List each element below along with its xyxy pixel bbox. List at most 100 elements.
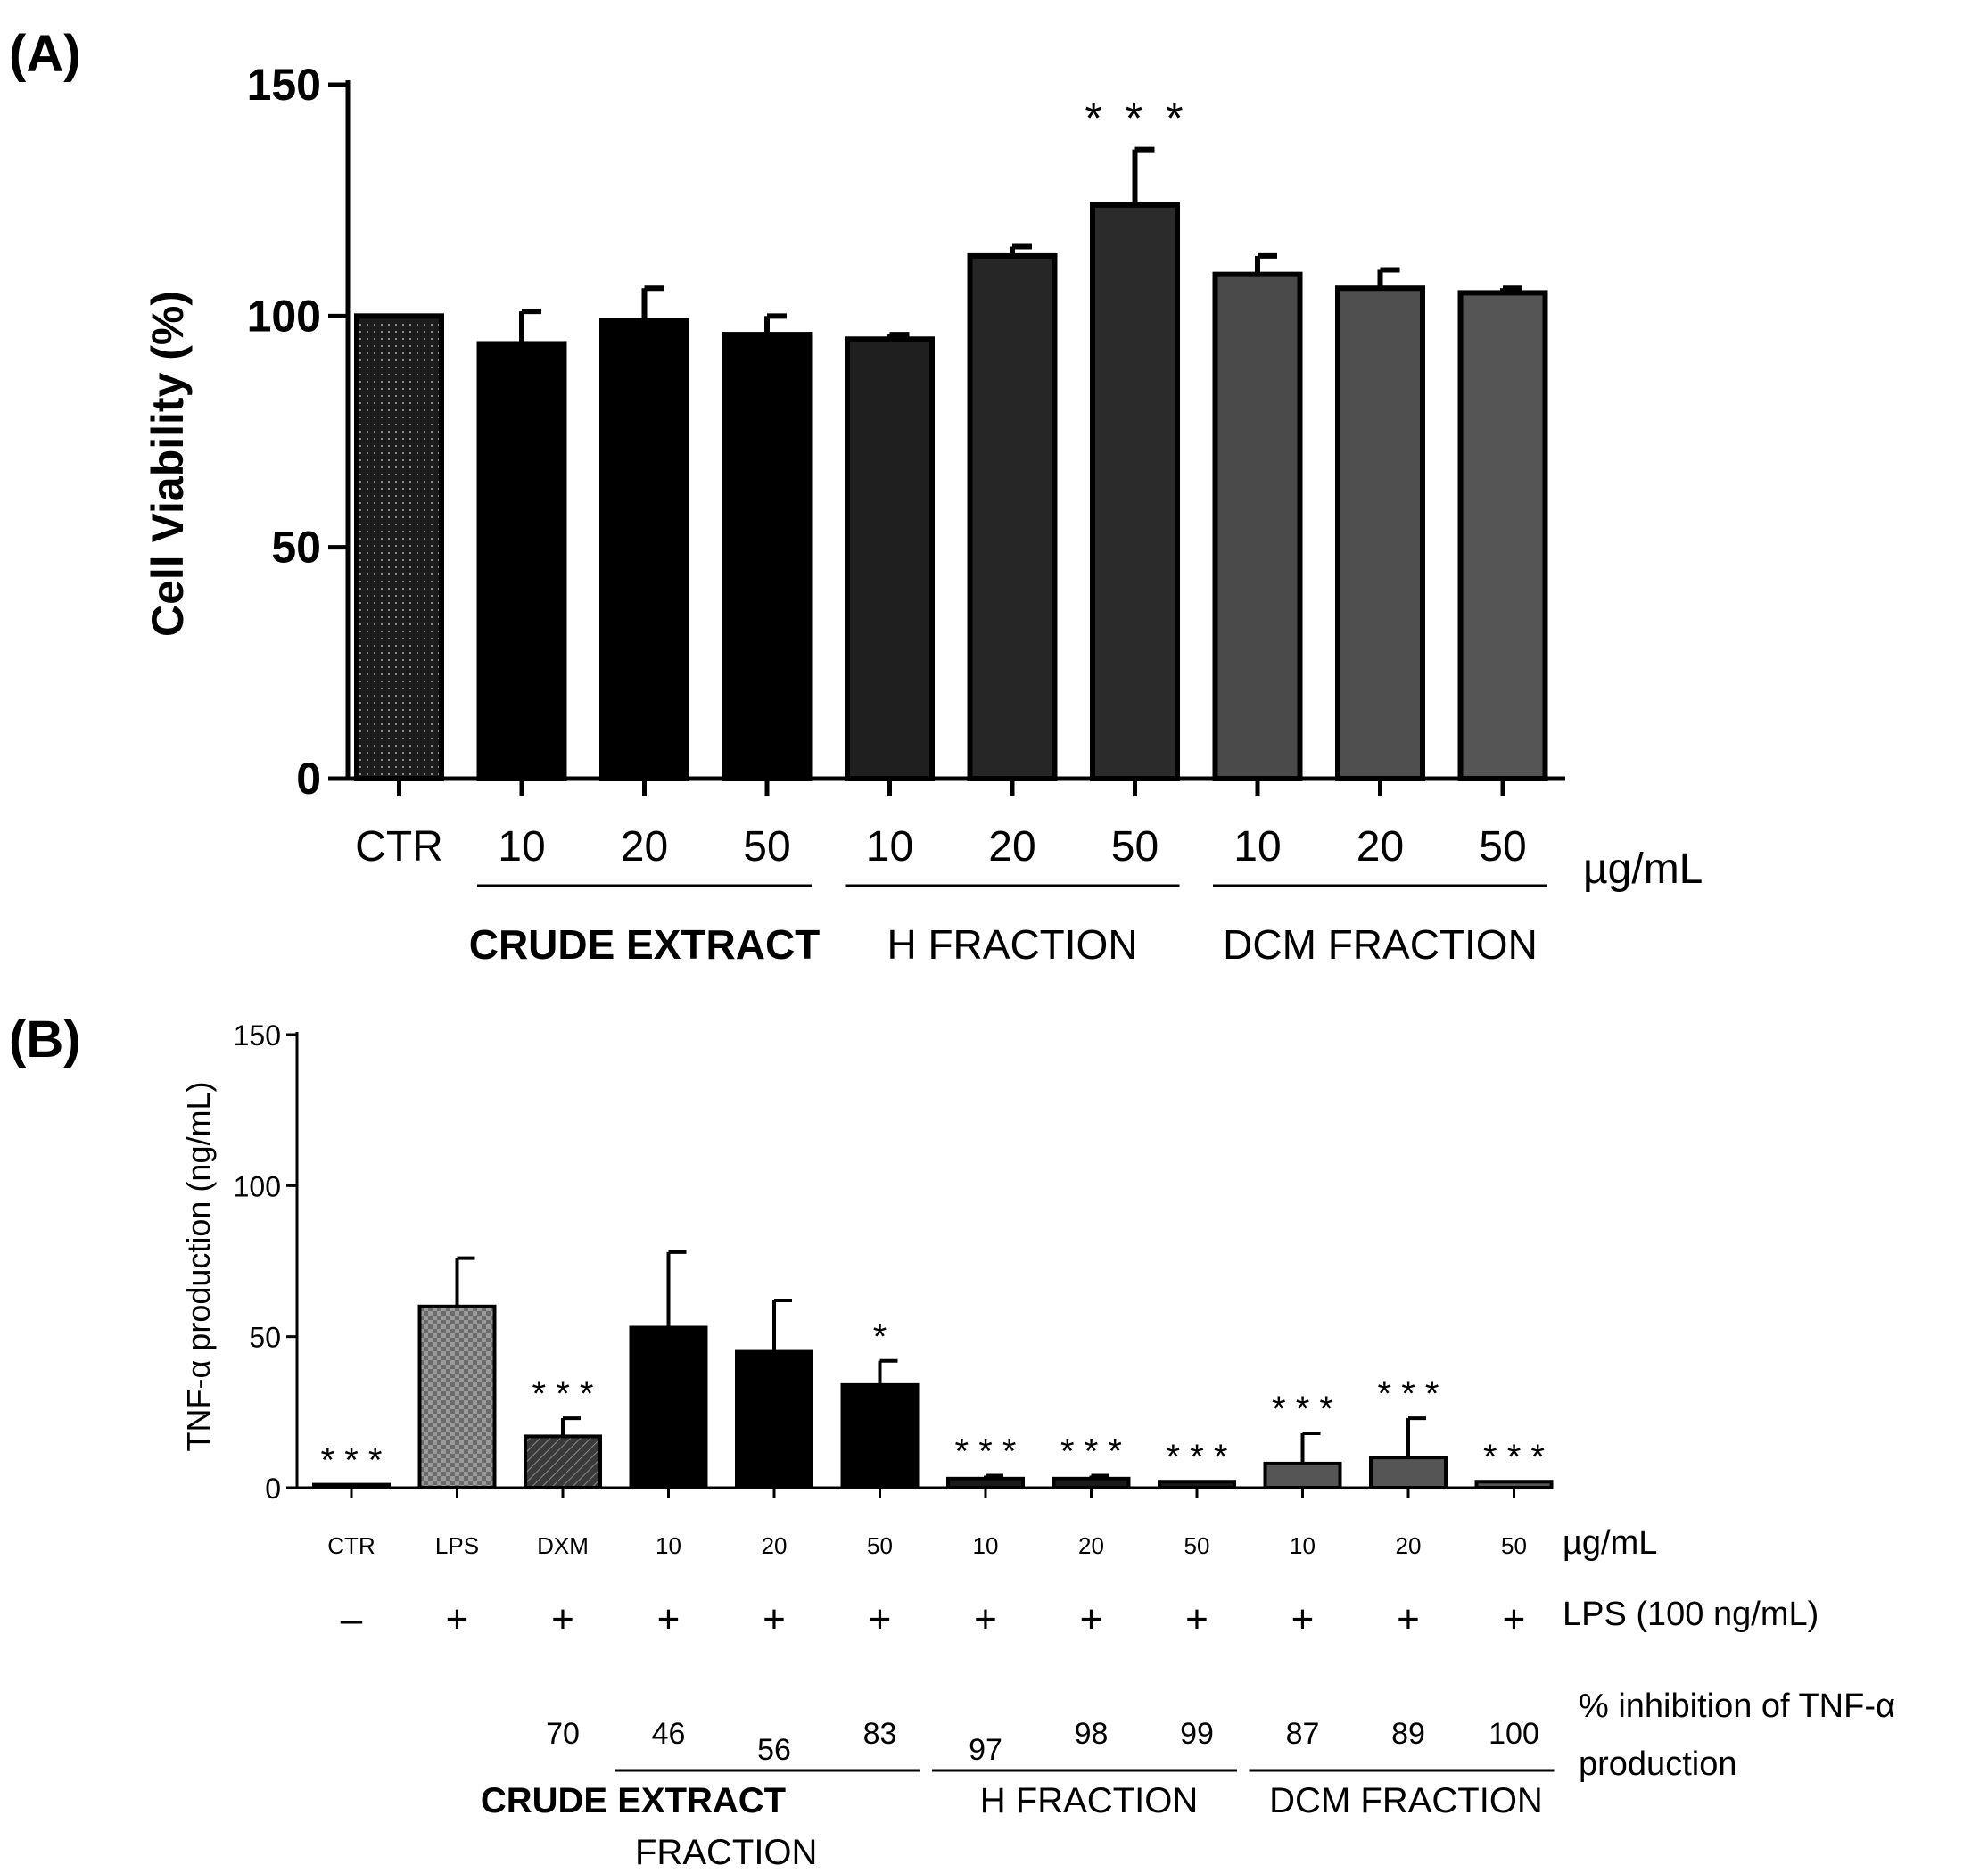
panel-b-lps-row-label: LPS (100 ng/mL): [1563, 1596, 1819, 1633]
panel-b-lps-sign: +: [1397, 1597, 1420, 1641]
panel-b-lps-sign: +: [869, 1597, 892, 1641]
panel-b-inhibition-value: 56: [757, 1733, 791, 1767]
panel-b-y-axis-label: TNF-α production (ng/mL): [180, 1082, 217, 1452]
panel-a-group-label: CRUDE EXTRACT: [469, 921, 821, 968]
panel-b-category-label: 50: [1501, 1532, 1527, 1559]
panel-b-significance: * * *: [1378, 1374, 1439, 1414]
panel-b-inhibition-label-line2: production: [1579, 1745, 1736, 1783]
panel-b-label: (B): [9, 1011, 81, 1069]
panel-b-inhibition-value: 46: [652, 1717, 686, 1751]
panel-b-inhibition-value: 70: [546, 1717, 580, 1751]
panel-b-category-label: 20: [1396, 1532, 1422, 1559]
panel-a-y-tick-label: 50: [271, 523, 321, 573]
panel-a-group-label: H FRACTION: [887, 921, 1137, 968]
panel-a-unit-label: µg/mL: [1583, 846, 1703, 893]
panel-b-inhibition-value: 89: [1391, 1717, 1425, 1751]
panel-b-bar: [312, 1482, 391, 1489]
panel-b-lps-sign: +: [551, 1597, 574, 1641]
panel-b-chart: 0 50 100 150 * * * CTR – LPS + * * * DXM +70 10 +46 20…: [234, 1019, 1555, 1872]
panel-a-bar: [354, 313, 444, 782]
panel-b-inhibition-value: 97: [969, 1733, 1002, 1767]
panel-b-category-label: 10: [1290, 1532, 1316, 1559]
panel-a-category-label: CTR: [355, 823, 443, 870]
panel-b-significance: * * *: [1272, 1390, 1333, 1429]
panel-b-inhibition-label-line1: % inhibition of TNF-α: [1579, 1687, 1895, 1725]
panel-b-bar: [1158, 1480, 1236, 1490]
panel-b-group-sublabel: FRACTION: [635, 1833, 817, 1872]
panel-a-chart: 0 50 100 150 CTR 10 20 50 10 20 * * * 50 10 20 50 CRUDE…: [247, 60, 1565, 968]
panel-b-group-label: CRUDE EXTRACT: [481, 1781, 786, 1820]
panel-a-group-label: DCM FRACTION: [1223, 921, 1538, 968]
panel-b-significance: * * *: [955, 1432, 1017, 1471]
panel-b-y-tick-label: 0: [265, 1473, 281, 1505]
panel-a-category-label: 20: [1357, 823, 1404, 870]
panel-b-bar: [524, 1434, 602, 1489]
panel-a-bar: [599, 318, 689, 781]
panel-b-bar: [840, 1382, 920, 1490]
panel-b-category-label: 10: [656, 1532, 681, 1559]
panel-b-inhibition-value: 99: [1180, 1717, 1214, 1751]
panel-a-category-label: 50: [1479, 823, 1526, 870]
panel-a-category-label: 10: [498, 823, 545, 870]
panel-a-bar: [1457, 290, 1548, 781]
panel-b-y-tick-label: 150: [234, 1019, 281, 1052]
panel-a-bar: [476, 341, 567, 781]
panel-b-category-label: DXM: [537, 1532, 589, 1559]
panel-b-lps-sign: +: [1503, 1597, 1526, 1641]
panel-b-lps-sign: +: [763, 1597, 786, 1641]
panel-b-lps-sign: –: [341, 1597, 363, 1641]
panel-a-bar: [1090, 202, 1180, 781]
panel-a-category-label: 20: [621, 823, 668, 870]
panel-b-significance: * * *: [1167, 1438, 1228, 1477]
panel-b-category-label: 20: [1078, 1532, 1104, 1559]
panel-a-y-tick-label: 0: [296, 754, 321, 804]
panel-b-inhibition-value: 98: [1075, 1717, 1109, 1751]
panel-b-y-tick-label: 50: [249, 1322, 281, 1354]
panel-b-category-label: 20: [762, 1532, 788, 1559]
panel-b-bar: [735, 1349, 813, 1489]
panel-b-lps-sign: +: [1185, 1597, 1208, 1641]
panel-b-significance: * * *: [1060, 1432, 1122, 1471]
panel-b-group-label: DCM FRACTION: [1269, 1781, 1543, 1820]
panel-b-significance: * * *: [321, 1441, 383, 1481]
panel-a-bar: [967, 252, 1058, 781]
panel-a-bar: [1335, 285, 1425, 782]
panel-a-category-label: 10: [866, 823, 913, 870]
panel-b-bar: [1369, 1456, 1448, 1489]
panel-a-bar: [722, 332, 813, 781]
panel-b-inhibition-value: 87: [1286, 1717, 1320, 1751]
panel-a-y-tick-label: 150: [247, 60, 321, 110]
panel-b-bar: [946, 1476, 1025, 1489]
panel-b-bar: [1474, 1480, 1554, 1490]
panel-b-category-label: 50: [867, 1532, 893, 1559]
panel-b-group-label: H FRACTION: [980, 1781, 1198, 1820]
panel-a-bar: [845, 336, 935, 781]
panel-b-bar: [1263, 1461, 1342, 1489]
panel-b-bar: [629, 1325, 708, 1490]
panel-b-inhibition-value: 100: [1489, 1717, 1539, 1751]
panel-a-category-label: 10: [1233, 823, 1281, 870]
panel-a-bar: [1212, 271, 1303, 781]
panel-b-bar: [417, 1304, 497, 1490]
panel-a-label: (A): [9, 25, 81, 83]
panel-b-lps-sign: +: [657, 1597, 681, 1641]
panel-a-significance: * * *: [1085, 94, 1188, 144]
panel-b-significance: *: [873, 1317, 887, 1357]
panel-b-lps-sign: +: [446, 1597, 469, 1641]
panel-b-lps-sign: +: [974, 1597, 997, 1641]
panel-b-significance: * * *: [1483, 1438, 1545, 1477]
panel-b-lps-sign: +: [1291, 1597, 1315, 1641]
panel-a-category-label: 20: [988, 823, 1035, 870]
panel-a-y-tick-label: 100: [247, 291, 321, 341]
panel-a-category-label: 50: [1111, 823, 1159, 870]
panel-b-category-label: 50: [1184, 1532, 1210, 1559]
panel-b-inhibition-value: 83: [863, 1717, 897, 1751]
panel-b-category-label: 10: [973, 1532, 999, 1559]
panel-b-lps-sign: +: [1080, 1597, 1103, 1641]
panel-a-category-label: 50: [743, 823, 790, 870]
panel-b-unit-label: µg/mL: [1563, 1524, 1657, 1562]
panel-b-y-tick-label: 100: [234, 1170, 281, 1202]
panel-b-bar: [1052, 1476, 1131, 1489]
panel-a-y-axis-label: Cell Viability (%): [143, 291, 193, 637]
